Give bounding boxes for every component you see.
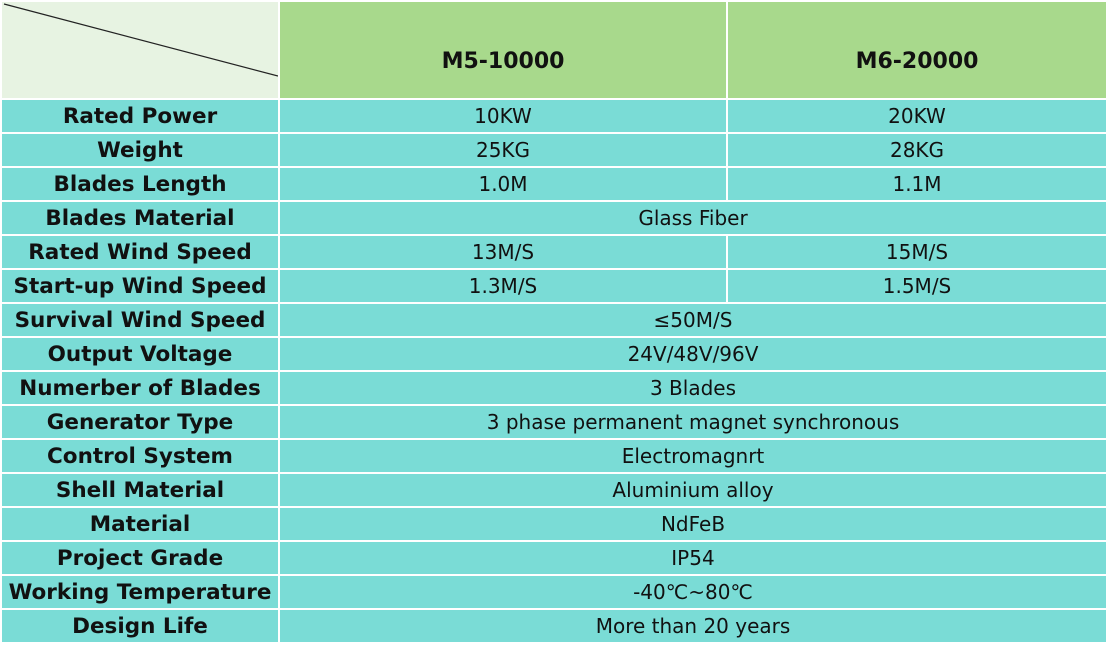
diagonal-line: [3, 3, 277, 77]
value-shared: Aluminium alloy: [278, 472, 1106, 508]
row-weight: Weight 25KG 28KG: [0, 132, 1106, 168]
row-number-of-blades: Numerber of Blades 3 Blades: [0, 370, 1106, 406]
model-header-m6: M6-20000: [726, 0, 1106, 100]
row-label: Project Grade: [0, 540, 280, 576]
row-survival-wind-speed: Survival Wind Speed ≤50M/S: [0, 302, 1106, 338]
value-m6: 15M/S: [726, 234, 1106, 270]
row-label: Survival Wind Speed: [0, 302, 280, 338]
row-label: Working Temperature: [0, 574, 280, 610]
value-m6: 28KG: [726, 132, 1106, 168]
value-shared: Electromagnrt: [278, 438, 1106, 474]
row-label: Shell Material: [0, 472, 280, 508]
value-shared: 24V/48V/96V: [278, 336, 1106, 372]
corner-cell: [0, 0, 280, 100]
row-label: Control System: [0, 438, 280, 474]
header-row: M5-10000 M6-20000: [0, 0, 1106, 100]
row-startup-wind-speed: Start-up Wind Speed 1.3M/S 1.5M/S: [0, 268, 1106, 304]
row-working-temperature: Working Temperature -40℃~80℃: [0, 574, 1106, 610]
value-m5: 25KG: [278, 132, 728, 168]
row-blades-material: Blades Material Glass Fiber: [0, 200, 1106, 236]
row-shell-material: Shell Material Aluminium alloy: [0, 472, 1106, 508]
row-rated-wind-speed: Rated Wind Speed 13M/S 15M/S: [0, 234, 1106, 270]
row-design-life: Design Life More than 20 years: [0, 608, 1106, 644]
row-label: Generator Type: [0, 404, 280, 440]
row-project-grade: Project Grade IP54: [0, 540, 1106, 576]
row-label: Rated Power: [0, 98, 280, 134]
value-m5: 10KW: [278, 98, 728, 134]
value-m6: 1.1M: [726, 166, 1106, 202]
value-shared: 3 Blades: [278, 370, 1106, 406]
row-rated-power: Rated Power 10KW 20KW: [0, 98, 1106, 134]
value-shared: More than 20 years: [278, 608, 1106, 644]
value-shared: 3 phase permanent magnet synchronous: [278, 404, 1106, 440]
value-shared: IP54: [278, 540, 1106, 576]
row-label: Output Voltage: [0, 336, 280, 372]
row-label: Weight: [0, 132, 280, 168]
value-shared: -40℃~80℃: [278, 574, 1106, 610]
row-label: Start-up Wind Speed: [0, 268, 280, 304]
value-m6: 1.5M/S: [726, 268, 1106, 304]
row-label: Rated Wind Speed: [0, 234, 280, 270]
value-shared: NdFeB: [278, 506, 1106, 542]
value-m5: 13M/S: [278, 234, 728, 270]
value-shared: ≤50M/S: [278, 302, 1106, 338]
value-m6: 20KW: [726, 98, 1106, 134]
row-label: Material: [0, 506, 280, 542]
row-generator-type: Generator Type 3 phase permanent magnet …: [0, 404, 1106, 440]
row-control-system: Control System Electromagnrt: [0, 438, 1106, 474]
row-material: Material NdFeB: [0, 506, 1106, 542]
value-m5: 1.0M: [278, 166, 728, 202]
row-label: Blades Length: [0, 166, 280, 202]
value-shared: Glass Fiber: [278, 200, 1106, 236]
row-label: Numerber of Blades: [0, 370, 280, 406]
model-header-m5: M5-10000: [278, 0, 728, 100]
value-m5: 1.3M/S: [278, 268, 728, 304]
row-blades-length: Blades Length 1.0M 1.1M: [0, 166, 1106, 202]
row-output-voltage: Output Voltage 24V/48V/96V: [0, 336, 1106, 372]
row-label: Blades Material: [0, 200, 280, 236]
row-label: Design Life: [0, 608, 280, 644]
